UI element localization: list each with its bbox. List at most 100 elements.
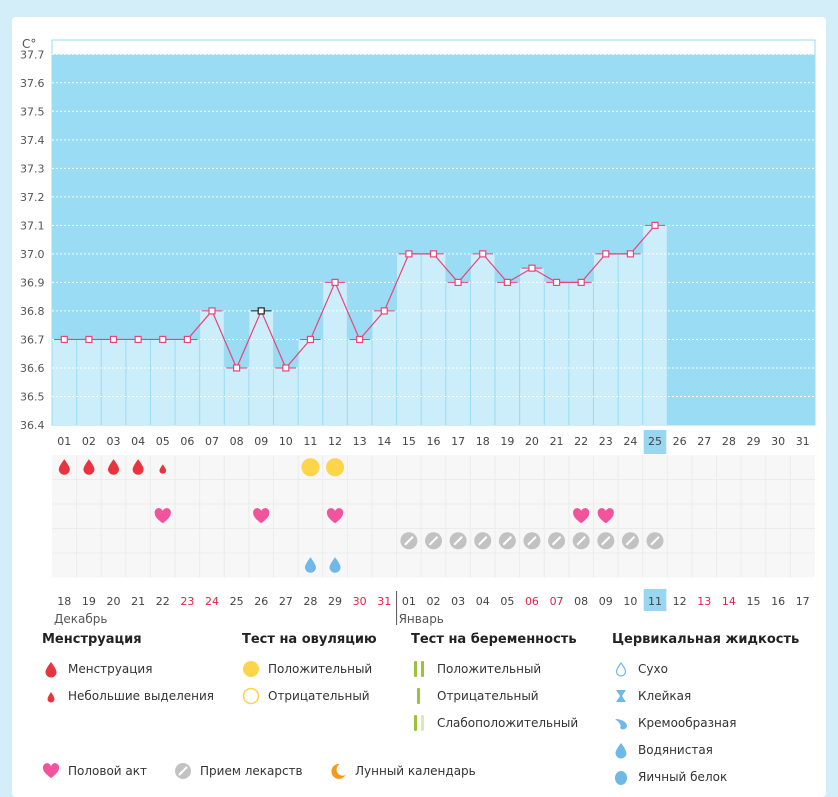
legend-cervical-item: Сухо bbox=[612, 655, 799, 682]
pill-icon bbox=[175, 763, 191, 779]
legend-label: Небольшие выделения bbox=[68, 688, 215, 703]
legend-label: Отрицательный bbox=[437, 688, 539, 703]
legend-label: Слабоположительный bbox=[437, 715, 579, 730]
cycle-day-label: 13 bbox=[353, 435, 367, 448]
ovulation-positive-icon bbox=[243, 660, 259, 677]
calendar-date-label: 15 bbox=[746, 595, 760, 608]
medication-mark-line bbox=[601, 536, 611, 546]
calendar-date-label: 09 bbox=[599, 595, 613, 608]
legend-moon: Лунный календарь bbox=[329, 762, 476, 780]
calendar-date-label: 08 bbox=[574, 595, 588, 608]
calendar-date-label: 04 bbox=[476, 595, 490, 608]
calendar-date-label: 23 bbox=[180, 595, 194, 608]
legend-label: Кремообразная bbox=[638, 715, 737, 730]
temperature-point bbox=[602, 250, 610, 258]
cycle-day-label: 06 bbox=[180, 435, 194, 448]
legend-ovulation-test: Тест на овуляцию Положительный Отрицател… bbox=[242, 632, 377, 709]
temperature-point bbox=[454, 278, 462, 287]
intercourse-mark bbox=[573, 508, 590, 524]
calendar-date-label: 18 bbox=[57, 595, 71, 608]
cycle-day-label: 22 bbox=[574, 435, 588, 448]
cycle-day-label: 24 bbox=[623, 435, 637, 448]
temperature-point bbox=[208, 307, 216, 315]
temperature-bar bbox=[323, 282, 347, 425]
temperature-bar bbox=[643, 225, 667, 425]
temperature-bar bbox=[101, 339, 126, 425]
cycle-day-label: 25 bbox=[648, 435, 662, 448]
legend-medication: Прием лекарств bbox=[174, 762, 303, 780]
medication-mark-line bbox=[650, 536, 660, 546]
medication-mark-line bbox=[502, 536, 513, 546]
calendar-date-label: 22 bbox=[156, 595, 170, 608]
y-tick-label: 37.7 bbox=[20, 48, 45, 61]
legend-menstruation-title: Менструация bbox=[42, 632, 142, 647]
cycle-day-label: 16 bbox=[427, 435, 441, 448]
legend-ovulation-title: Тест на овуляцию bbox=[242, 632, 377, 647]
temperature-point bbox=[651, 221, 659, 229]
calendar-date-label: 05 bbox=[500, 595, 514, 608]
temperature-point bbox=[159, 335, 167, 344]
legend-pregnancy-item: Положительный bbox=[411, 655, 578, 682]
temperature-bar bbox=[150, 339, 175, 425]
cycle-day-label: 15 bbox=[402, 435, 416, 448]
temperature-bar bbox=[495, 282, 520, 425]
moon-icon bbox=[331, 763, 346, 779]
y-tick-label: 37.1 bbox=[20, 219, 45, 232]
legend-label: Положительный bbox=[437, 661, 542, 676]
month-label: Декабрь bbox=[54, 612, 107, 626]
cycle-day-label: 01 bbox=[57, 435, 71, 448]
legend-label: Водянистая bbox=[638, 742, 713, 757]
legend-cervical-item: Яичный белок bbox=[612, 763, 799, 790]
medication-mark-line bbox=[478, 536, 488, 546]
calendar-date-label: 28 bbox=[303, 595, 317, 608]
medication-mark-line bbox=[551, 536, 562, 546]
small-blood-drop-icon bbox=[47, 691, 55, 702]
temperature-point bbox=[331, 278, 339, 287]
calendar-date-label: 27 bbox=[279, 595, 293, 608]
medication-mark-line bbox=[576, 536, 586, 546]
temperature-bar bbox=[520, 268, 544, 425]
y-tick-label: 36.4 bbox=[20, 419, 45, 432]
calendar-date-label: 12 bbox=[673, 595, 687, 608]
temperature-bar bbox=[77, 339, 101, 425]
medication-mark-line bbox=[625, 536, 636, 546]
intercourse-mark bbox=[326, 508, 344, 524]
temperature-point bbox=[626, 250, 635, 258]
temperature-point bbox=[552, 278, 561, 287]
intercourse-mark bbox=[597, 508, 614, 524]
cycle-day-label: 04 bbox=[131, 435, 145, 448]
menstruation-mark bbox=[132, 459, 144, 475]
temperature-point bbox=[109, 335, 118, 344]
cycle-day-label: 23 bbox=[599, 435, 613, 448]
legend-label: Менструация bbox=[68, 661, 153, 676]
cycle-day-label: 03 bbox=[107, 435, 121, 448]
y-tick-label: 37.0 bbox=[20, 248, 45, 261]
temperature-bar bbox=[618, 253, 643, 425]
current-date-highlight bbox=[643, 589, 667, 611]
blood-drop-icon bbox=[45, 661, 57, 677]
y-tick-label: 36.9 bbox=[20, 276, 45, 289]
calendar-date-label: 01 bbox=[402, 595, 416, 608]
cycle-day-label: 08 bbox=[230, 435, 244, 448]
calendar-date-label: 31 bbox=[377, 595, 391, 608]
creamy-icon bbox=[615, 718, 627, 729]
temperature-bar bbox=[470, 253, 495, 425]
calendar-date-label: 26 bbox=[254, 595, 268, 608]
legend-menstruation-item: Менструация bbox=[42, 655, 214, 682]
legend-ovulation-item: Отрицательный bbox=[242, 682, 377, 709]
y-tick-label: 36.5 bbox=[20, 390, 45, 403]
temperature-bar bbox=[544, 282, 569, 425]
legend-menstruation-item: Небольшие выделения bbox=[42, 682, 214, 709]
pregnancy-positive-icon bbox=[414, 660, 424, 677]
legend-label: Отрицательный bbox=[268, 688, 370, 703]
ovulation-positive-mark bbox=[326, 458, 345, 477]
legend-label: Сухо bbox=[638, 661, 668, 676]
y-unit-label: C° bbox=[22, 37, 36, 51]
temperature-bar bbox=[126, 339, 150, 425]
watery-drop-icon bbox=[615, 742, 627, 758]
egg-white-icon bbox=[615, 770, 627, 785]
cycle-day-label: 10 bbox=[279, 435, 293, 448]
medication-mark-line bbox=[453, 536, 463, 546]
temperature-point bbox=[528, 264, 536, 272]
y-tick-label: 37.6 bbox=[20, 77, 45, 90]
